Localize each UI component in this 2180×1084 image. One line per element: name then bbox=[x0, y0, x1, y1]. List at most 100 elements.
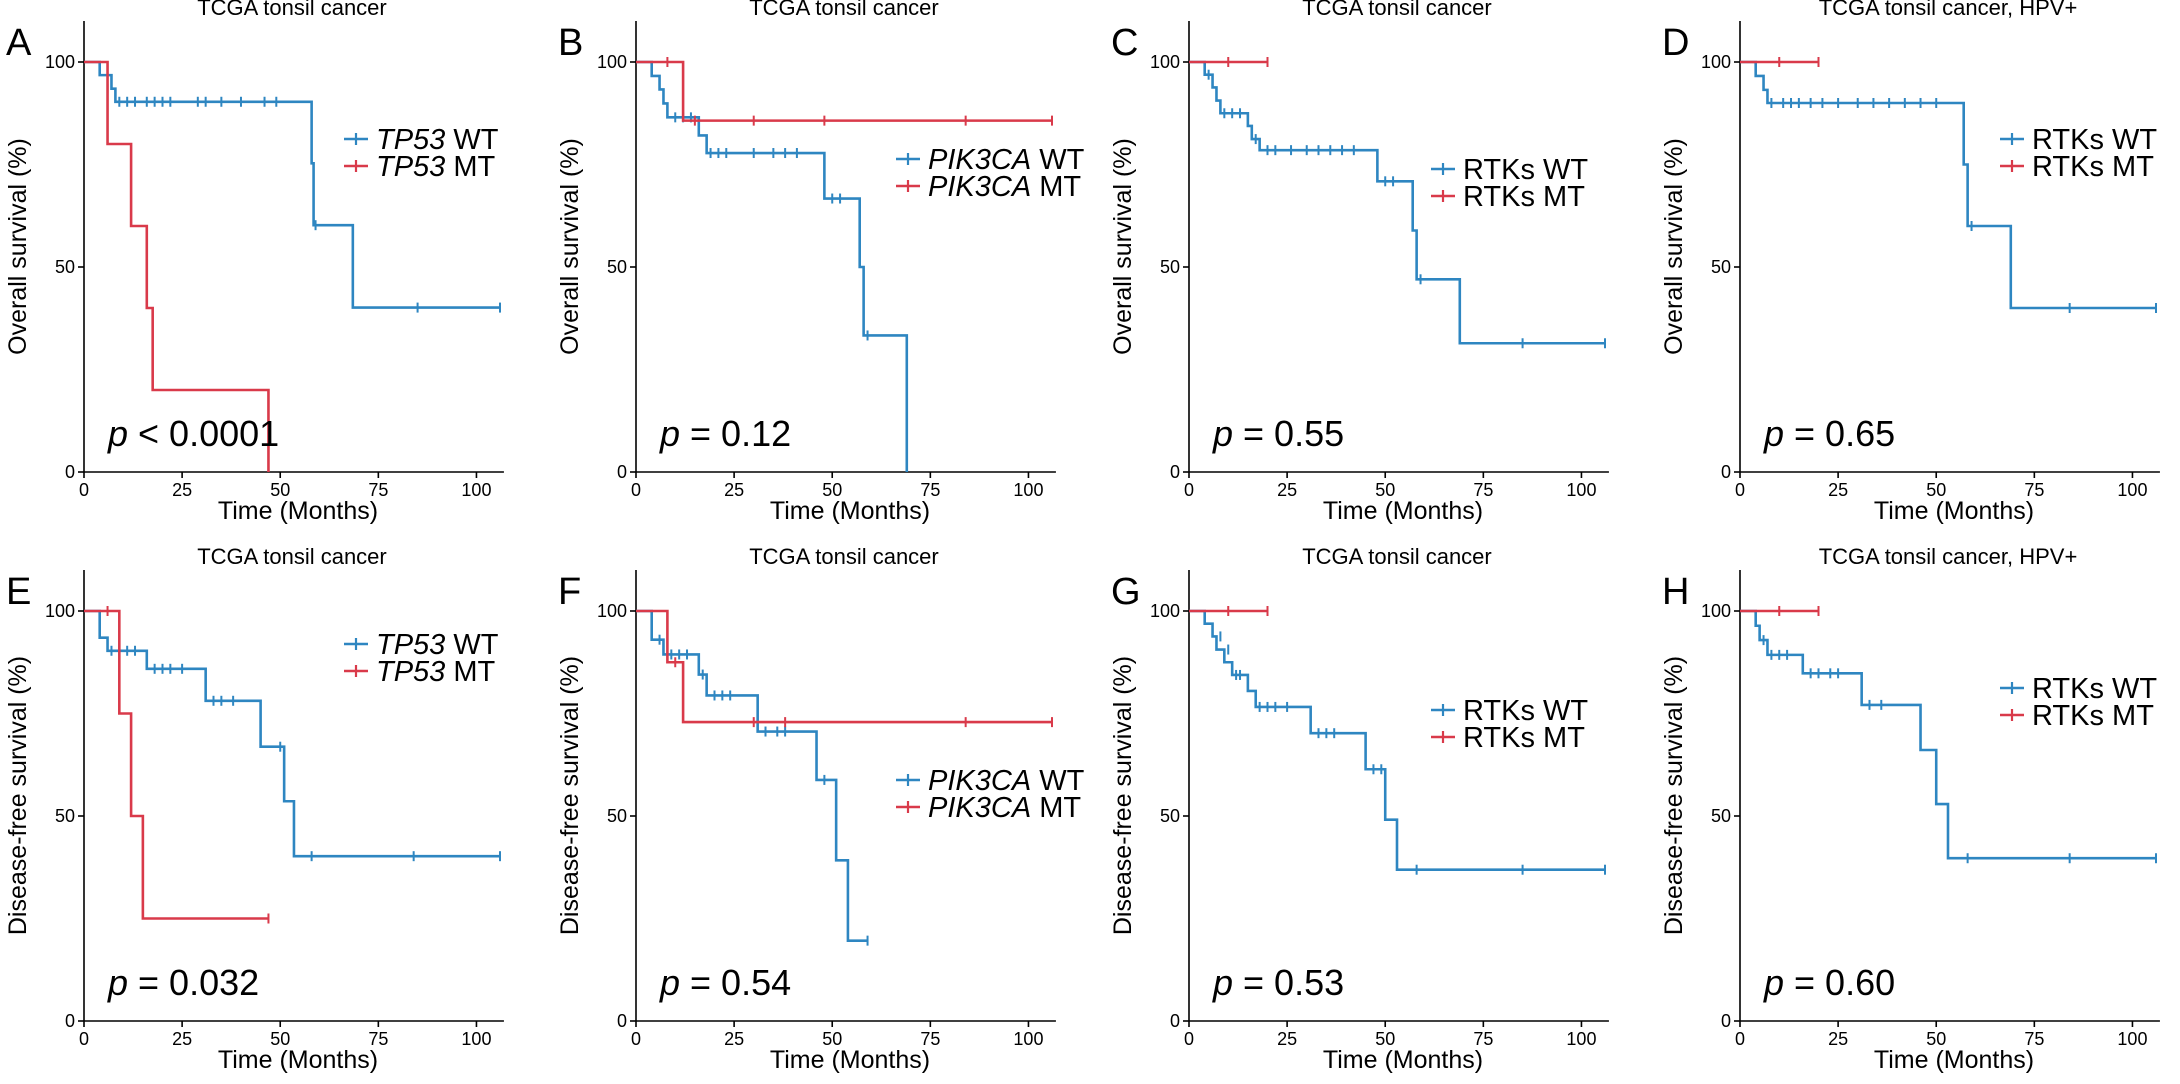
panel-letter: G bbox=[1111, 571, 1141, 613]
x-axis-label: Time (Months) bbox=[218, 497, 378, 525]
panel-letter: D bbox=[1662, 22, 1689, 64]
series-wt bbox=[1740, 609, 2157, 864]
x-tick-label: 50 bbox=[822, 480, 842, 500]
y-tick-label: 100 bbox=[1701, 601, 1731, 621]
legend-gene: TP53 bbox=[376, 656, 445, 688]
series-mt bbox=[636, 57, 1053, 126]
panel-letter: A bbox=[6, 22, 32, 64]
p-value-text: = 0.55 bbox=[1233, 413, 1344, 454]
survival-curve bbox=[1740, 609, 2156, 860]
x-tick-label: 25 bbox=[1828, 480, 1848, 500]
x-tick-label: 0 bbox=[1184, 480, 1194, 500]
y-axis-label: Disease-free survival (%) bbox=[1660, 656, 1688, 935]
legend-label: RTKs WT bbox=[1463, 154, 1588, 186]
legend-label: TP53 MT bbox=[376, 656, 496, 688]
x-tick-label: 100 bbox=[2117, 1029, 2147, 1049]
x-tick-label: 100 bbox=[1566, 1029, 1596, 1049]
y-tick-label: 0 bbox=[65, 462, 75, 482]
p-value-text: = 0.54 bbox=[680, 962, 791, 1003]
x-tick-label: 0 bbox=[1735, 1029, 1745, 1049]
p-symbol: p bbox=[659, 962, 680, 1003]
x-tick-label: 75 bbox=[368, 480, 388, 500]
p-value-text: = 0.032 bbox=[128, 962, 259, 1003]
series-mt bbox=[84, 60, 270, 472]
x-tick-label: 75 bbox=[920, 480, 940, 500]
survival-curve bbox=[636, 60, 1052, 122]
legend-label: RTKs WT bbox=[2032, 673, 2157, 705]
series-wt bbox=[636, 60, 909, 472]
x-tick-label: 100 bbox=[1013, 480, 1043, 500]
x-tick-label: 50 bbox=[1375, 480, 1395, 500]
p-value-text: = 0.12 bbox=[680, 413, 791, 454]
y-tick-label: 100 bbox=[1150, 52, 1180, 72]
legend-status: MT bbox=[445, 656, 495, 688]
p-value-text: = 0.60 bbox=[1784, 962, 1895, 1003]
legend-gene: TP53 bbox=[376, 629, 445, 661]
panel-letter: C bbox=[1111, 22, 1138, 64]
series-mt bbox=[1740, 57, 1820, 67]
legend-status: WT bbox=[1031, 144, 1084, 176]
x-tick-label: 75 bbox=[368, 1029, 388, 1049]
x-axis-label: Time (Months) bbox=[1323, 1046, 1483, 1074]
x-tick-label: 50 bbox=[1375, 1029, 1395, 1049]
legend-gene: TP53 bbox=[376, 151, 445, 183]
series-mt bbox=[1189, 606, 1269, 616]
x-tick-label: 25 bbox=[1277, 480, 1297, 500]
legend-label: TP53 MT bbox=[376, 151, 496, 183]
x-tick-label: 100 bbox=[461, 1029, 491, 1049]
chart-title: TCGA tonsil cancer, HPV+ bbox=[1819, 0, 2078, 20]
x-tick-label: 50 bbox=[270, 480, 290, 500]
legend-label: PIK3CA MT bbox=[928, 171, 1081, 203]
chart-title: TCGA tonsil cancer bbox=[749, 0, 939, 20]
series-wt bbox=[84, 609, 501, 862]
p-value-text: < 0.0001 bbox=[128, 413, 279, 454]
x-tick-label: 50 bbox=[822, 1029, 842, 1049]
panel-g: G TCGA tonsil cancer 0 50 100 0 25 50 75 100 Time … bbox=[1109, 544, 1609, 1074]
x-tick-label: 75 bbox=[1473, 480, 1493, 500]
panel-letter: H bbox=[1662, 571, 1689, 613]
y-tick-label: 100 bbox=[45, 52, 75, 72]
p-value: p < 0.0001 bbox=[107, 413, 279, 454]
x-axis-label: Time (Months) bbox=[1874, 497, 2034, 525]
panel-d: D TCGA tonsil cancer, HPV+ 0 50 100 0 25 50 75 10… bbox=[1660, 0, 2160, 525]
legend-status: WT bbox=[445, 629, 498, 661]
x-tick-label: 100 bbox=[1566, 480, 1596, 500]
y-tick-label: 50 bbox=[55, 257, 75, 277]
p-symbol: p bbox=[1763, 413, 1784, 454]
series-wt bbox=[1189, 60, 1606, 349]
legend-label: TP53 WT bbox=[376, 629, 499, 661]
x-tick-label: 50 bbox=[1926, 480, 1946, 500]
legend-gene: PIK3CA bbox=[928, 765, 1031, 797]
p-value: p = 0.54 bbox=[659, 962, 791, 1003]
y-tick-label: 100 bbox=[1701, 52, 1731, 72]
y-tick-label: 0 bbox=[65, 1011, 75, 1031]
panel-letter: E bbox=[6, 571, 31, 613]
y-axis-label: Overall survival (%) bbox=[4, 138, 32, 355]
x-tick-label: 0 bbox=[1184, 1029, 1194, 1049]
legend-status: WT bbox=[445, 124, 498, 156]
y-tick-label: 50 bbox=[1711, 806, 1731, 826]
p-value: p = 0.53 bbox=[1212, 962, 1344, 1003]
x-axis-label: Time (Months) bbox=[770, 1046, 930, 1074]
y-tick-label: 50 bbox=[1160, 257, 1180, 277]
legend-gene: PIK3CA bbox=[928, 171, 1031, 203]
chart-title: TCGA tonsil cancer bbox=[197, 0, 387, 20]
panel-letter: F bbox=[558, 571, 581, 613]
p-symbol: p bbox=[1763, 962, 1784, 1003]
y-axis-label: Overall survival (%) bbox=[556, 138, 584, 355]
y-axis-label: Disease-free survival (%) bbox=[4, 656, 32, 935]
legend-label: RTKs WT bbox=[1463, 695, 1588, 727]
x-tick-label: 75 bbox=[1473, 1029, 1493, 1049]
p-symbol: p bbox=[659, 413, 680, 454]
y-axis-label: Overall survival (%) bbox=[1660, 138, 1688, 355]
legend-label: RTKs MT bbox=[2032, 151, 2154, 183]
series-wt bbox=[1189, 609, 1606, 875]
legend-status: WT bbox=[1031, 765, 1084, 797]
legend-label: PIK3CA WT bbox=[928, 144, 1085, 176]
x-tick-label: 25 bbox=[724, 480, 744, 500]
